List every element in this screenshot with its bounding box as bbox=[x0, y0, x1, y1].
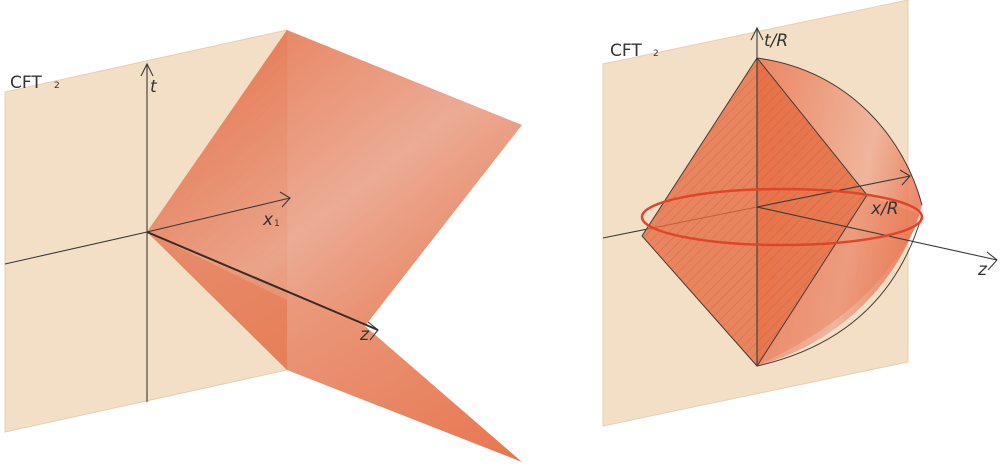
right-x-label: x/R bbox=[870, 199, 899, 219]
right-diamond-hatch bbox=[642, 58, 867, 366]
left-z-arrowhead bbox=[367, 321, 379, 341]
left-x-axis bbox=[146, 197, 291, 233]
right-x-arrowhead bbox=[899, 169, 911, 186]
right-plane-label: CFT bbox=[610, 41, 642, 61]
left-plane-label-sub: 2 bbox=[54, 81, 60, 91]
right-cone-silhouette bbox=[756, 57, 923, 206]
left-wedge-lower-sheet bbox=[147, 232, 522, 462]
right-t-arrowhead bbox=[750, 26, 764, 41]
left-plane-label: CFT bbox=[10, 73, 42, 93]
right-z-label: z bbox=[977, 260, 988, 280]
left-z-axis bbox=[146, 231, 379, 331]
right-z-arrowhead bbox=[986, 251, 998, 271]
right-red-ellipse bbox=[640, 187, 924, 247]
left-t-arrowhead bbox=[140, 62, 154, 77]
left-horizontal-line bbox=[4, 231, 148, 265]
left-wedge-lower-hatch bbox=[147, 232, 287, 370]
left-x-label: x bbox=[262, 210, 274, 230]
right-z-axis bbox=[756, 206, 998, 261]
right-t-label: t/R bbox=[764, 31, 788, 51]
left-panel: CFT 2 t x 1 z bbox=[4, 29, 522, 462]
left-x-label-sub: 1 bbox=[274, 219, 280, 229]
left-x-arrowhead bbox=[279, 191, 291, 208]
left-t-label: t bbox=[150, 77, 158, 97]
left-wedge-upper-sheet bbox=[147, 30, 522, 326]
right-cone-silhouette-lower bbox=[756, 214, 923, 367]
right-panel: CFT 2 t/R x/R z bbox=[602, 0, 998, 427]
left-z-label: z bbox=[359, 325, 370, 345]
right-plane-label-sub: 2 bbox=[653, 49, 659, 59]
